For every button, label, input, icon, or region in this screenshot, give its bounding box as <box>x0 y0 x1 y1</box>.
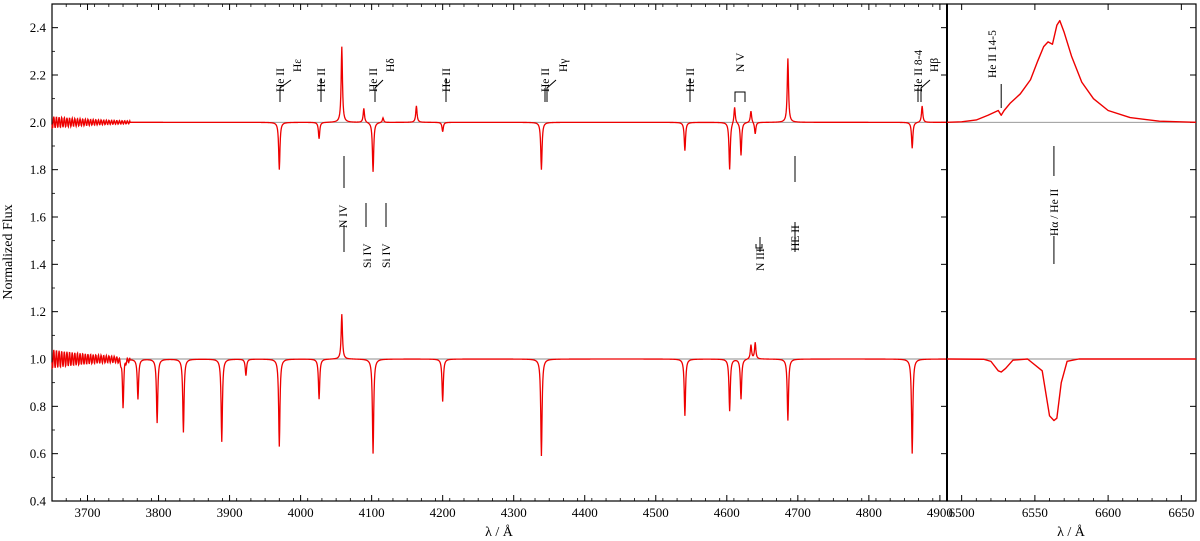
y-tick-label: 1.0 <box>30 352 46 367</box>
x-tick-label: 4100 <box>359 505 385 520</box>
y-tick-label: 0.8 <box>30 399 46 414</box>
y-tick-label: 1.8 <box>30 162 46 177</box>
y-tick-label: 1.4 <box>30 257 47 272</box>
line-label-top: He II <box>685 68 697 92</box>
x-tick-label: 4300 <box>501 505 527 520</box>
x-tick-label: 4000 <box>288 505 314 520</box>
line-label-top: He II <box>540 68 552 92</box>
x-tick-label: 4800 <box>856 505 882 520</box>
x-tick-label: 6600 <box>1095 505 1121 520</box>
halpha-line-lower <box>946 358 1196 422</box>
line-label-leader <box>546 79 557 102</box>
line-label-middle: Si IV <box>381 243 393 268</box>
line-label-top: Hδ <box>385 58 397 72</box>
x-tick-label: 3900 <box>217 505 243 520</box>
x-tick-label: 3800 <box>146 505 172 520</box>
line-label-middle: N III <box>755 248 767 271</box>
y-tick-label: 0.4 <box>30 494 47 509</box>
line-label-top: He II 14-5 <box>987 30 999 78</box>
line-label-middle: Hα / He II <box>1049 189 1061 236</box>
line-label-top: He II 8-4 <box>913 50 925 92</box>
right-plot-frame <box>946 3 1197 502</box>
x-tick-label: 4400 <box>572 505 598 520</box>
line-label-top: He II <box>441 68 453 92</box>
line-label-leader <box>734 91 746 102</box>
y-tick-label: 2.0 <box>30 115 46 130</box>
left-x-axis-title: λ / Å <box>485 524 514 540</box>
line-label-middle: N IV <box>338 204 350 228</box>
right-panel: 6500 6550 6600 6650 He II 14-5 Hα / He II λ … <box>946 3 1197 540</box>
x-tick-label: 3700 <box>75 505 101 520</box>
x-tick-label: 4700 <box>785 505 811 520</box>
x-tick-label: 4500 <box>643 505 669 520</box>
line-label-bracket <box>755 244 763 249</box>
line-label-top: N V <box>735 52 747 72</box>
y-axis-title: Normalized Flux <box>1 204 16 299</box>
line-label-leader <box>279 79 292 102</box>
line-label-top: Hβ <box>929 58 941 72</box>
x-tick-label: 6650 <box>1168 505 1194 520</box>
line-label-top: He II <box>368 68 380 92</box>
line-label-middle: HE II <box>790 225 802 251</box>
line-label-top: Hγ <box>558 59 570 72</box>
left-panel: 3700 3800 3900 4000 4100 4200 4300 4400 4500 4600… <box>1 3 953 540</box>
y-tick-label: 2.2 <box>30 68 46 83</box>
right-x-axis-title: λ / Å <box>1057 524 1086 540</box>
line-label-leader <box>374 79 384 102</box>
line-label-leader <box>920 79 931 102</box>
x-tick-label: 4900 <box>927 505 953 520</box>
spectrum-line-lower <box>51 314 947 457</box>
y-tick-label: 1.6 <box>30 210 47 225</box>
line-label-top: He II <box>275 68 287 92</box>
line-label-top: He II <box>316 68 328 92</box>
x-tick-label: 4600 <box>714 505 740 520</box>
line-label-top: Hε <box>292 59 304 72</box>
x-tick-label: 4200 <box>430 505 456 520</box>
x-tick-label: 6500 <box>949 505 975 520</box>
halpha-line-upper <box>946 19 1197 124</box>
y-tick-label: 0.6 <box>30 446 47 461</box>
left-plot-frame <box>51 3 948 502</box>
y-tick-label: 1.2 <box>30 304 46 319</box>
y-tick-label: 2.4 <box>30 20 47 35</box>
spectrum-line-upper <box>51 46 947 172</box>
line-label-middle: Si IV <box>362 243 374 268</box>
x-tick-label: 6550 <box>1022 505 1048 520</box>
